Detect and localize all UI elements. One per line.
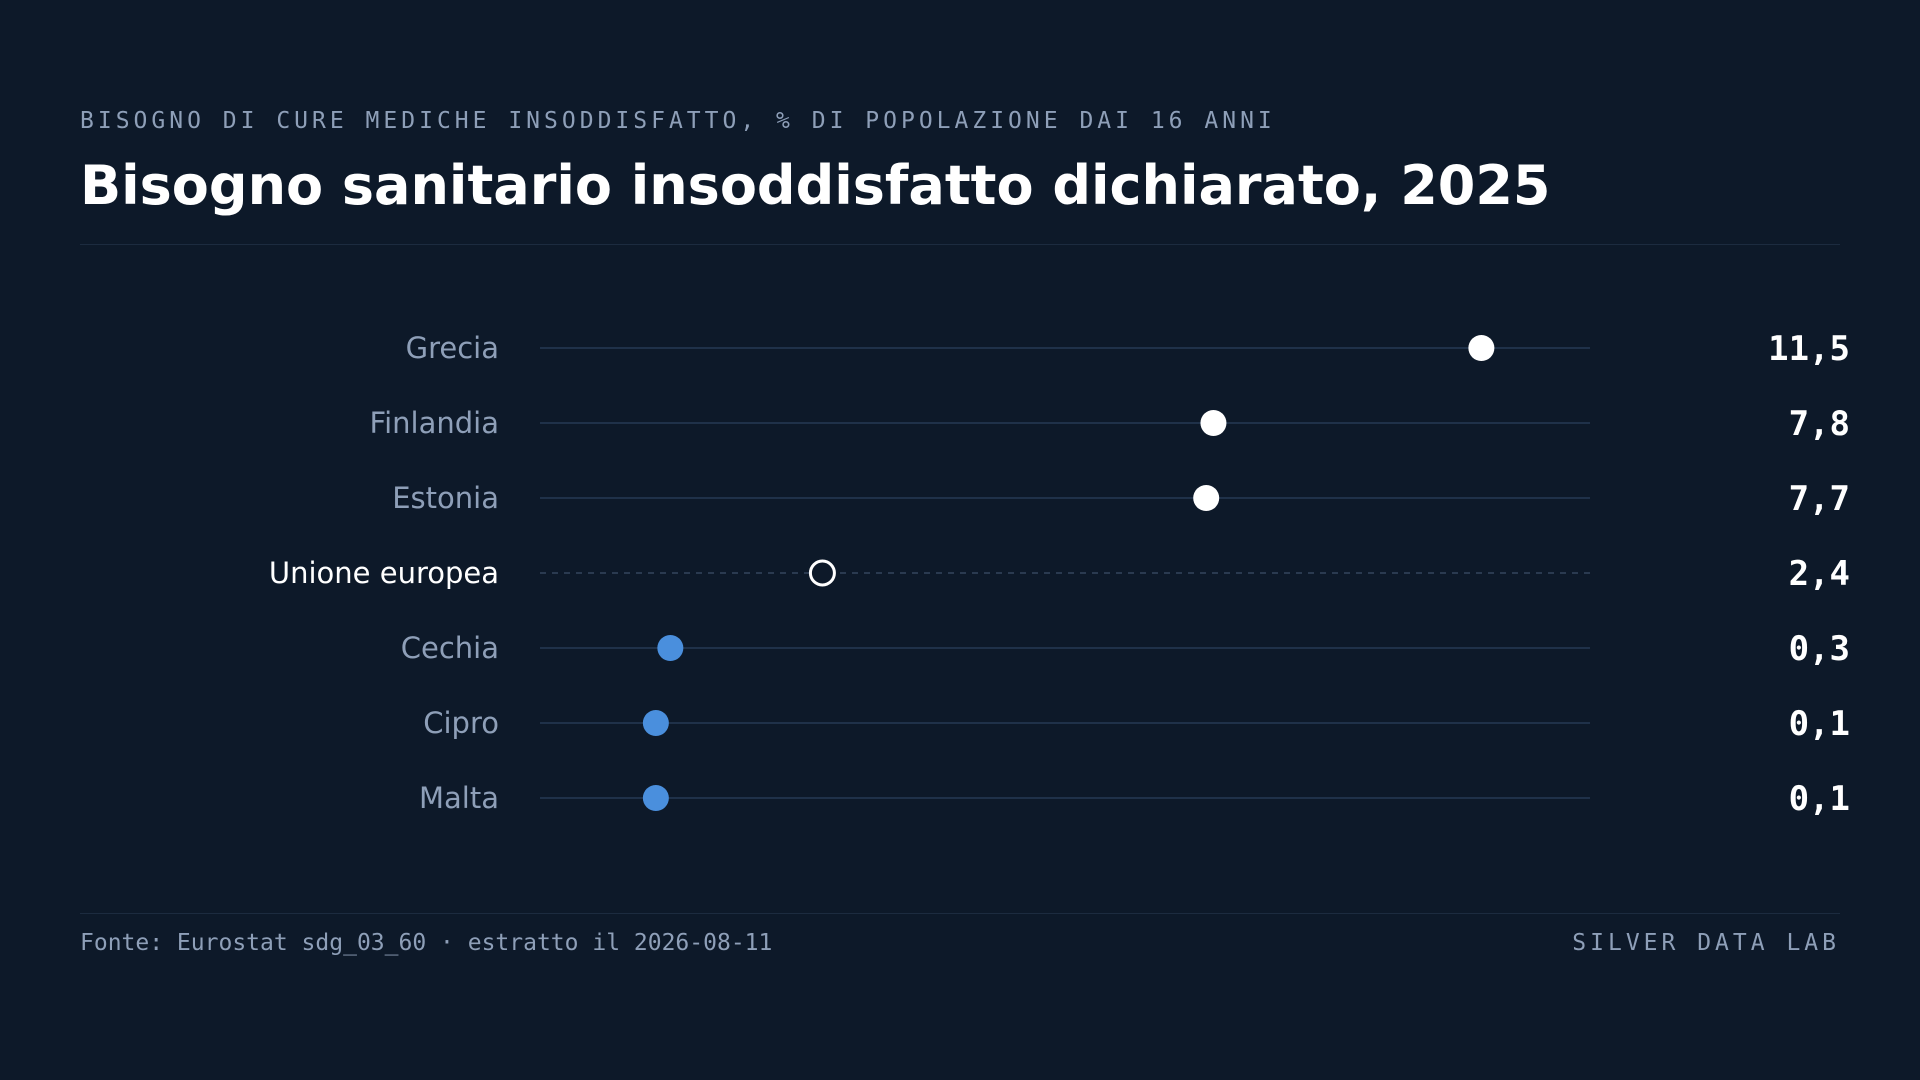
row-estonia: Estonia 7,7 [392,479,1850,519]
brand-label: SILVER DATA LAB [1572,930,1840,956]
header-divider [80,244,1840,245]
footer-divider [80,913,1840,914]
category-label: Cipro [423,706,499,740]
category-label: Finlandia [370,406,499,440]
category-label: Malta [419,781,499,815]
row-cechia: Cechia 0,3 [401,629,1850,669]
row-finlandia: Finlandia 7,8 [370,404,1850,444]
data-dot [1200,410,1227,436]
category-label: Grecia [406,331,499,365]
value-label: 11,5 [1768,329,1850,369]
value-label: 2,4 [1789,554,1850,594]
value-label: 0,1 [1789,779,1850,819]
chart-title: Bisogno sanitario insoddisfatto dichiara… [80,154,1551,217]
data-dot [642,785,669,811]
data-dot [1193,485,1220,511]
source-note: Fonte: Eurostat sdg_03_60 · estratto il … [80,930,773,956]
data-dot [1468,335,1495,361]
value-label: 7,8 [1789,404,1850,444]
data-dot [642,710,669,736]
row-grecia: Grecia 11,5 [406,329,1850,369]
chart-subtitle: BISOGNO DI CURE MEDICHE INSODDISFATTO, %… [80,108,1276,134]
row-malta: Malta 0,1 [419,779,1850,819]
category-label: Unione europea [269,556,499,590]
row-cipro: Cipro 0,1 [423,704,1850,744]
category-label: Cechia [401,631,499,665]
value-label: 0,3 [1789,629,1850,669]
data-dot [657,635,684,661]
row-unione-europea: Unione europea 2,4 [269,554,1850,594]
value-label: 7,7 [1789,479,1850,519]
value-label: 0,1 [1789,704,1850,744]
category-label: Estonia [392,481,499,515]
reference-dot [808,559,836,587]
